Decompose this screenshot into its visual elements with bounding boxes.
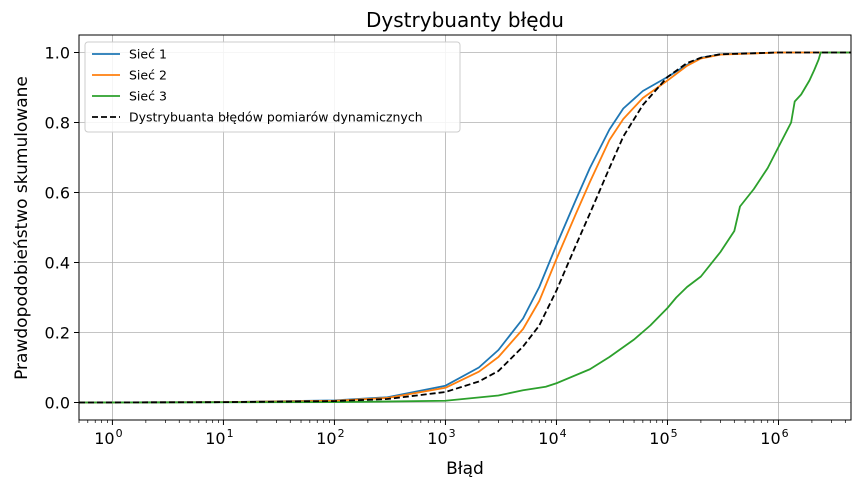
- legend-label: Sieć 2: [129, 68, 167, 83]
- x-tick-label: 106: [760, 427, 788, 448]
- legend-box: [84, 41, 461, 133]
- legend: Sieć 1 Sieć 2 Sieć 3 Dystrybuanta błędów po…: [84, 41, 461, 133]
- x-tick-label: 103: [427, 427, 455, 448]
- y-tick-label: 0.8: [45, 114, 70, 133]
- y-tick-label: 0.2: [45, 324, 70, 343]
- legend-label: Sieć 3: [129, 89, 167, 104]
- x-tick-label: 104: [538, 427, 566, 448]
- legend-label: Sieć 1: [129, 47, 167, 62]
- chart-title: Dystrybuanty błędu: [366, 8, 564, 32]
- legend-label: Dystrybuanta błędów pomiarów dynamicznyc…: [129, 110, 423, 125]
- x-tick-exponent: 3: [449, 427, 456, 440]
- x-axis-label: Błąd: [446, 459, 484, 479]
- x-tick-label: 102: [316, 427, 344, 448]
- x-tick-exponent: 2: [338, 427, 345, 440]
- series-group: [78, 51, 851, 404]
- y-tick-label: 1.0: [45, 44, 70, 63]
- x-tick-label: 105: [649, 427, 677, 448]
- y-axis-label: Prawdopodobieństwo skumulowane: [12, 76, 32, 380]
- series-line-3: [78, 51, 851, 404]
- y-tick-label: 0.6: [45, 184, 70, 203]
- x-tick-label: 100: [94, 427, 122, 448]
- x-tick-exponent: 0: [116, 427, 123, 440]
- plot-frame: [78, 34, 852, 421]
- y-axis-ticks: 0.0 0.2 0.4 0.6 0.8 1.0: [45, 44, 79, 413]
- x-tick-exponent: 6: [782, 427, 789, 440]
- x-axis-ticks: 100 101 102 103 104 105 106: [78, 420, 846, 448]
- x-tick-label: 101: [205, 427, 233, 448]
- x-tick-exponent: 5: [671, 427, 678, 440]
- x-tick-exponent: 1: [227, 427, 234, 440]
- series-line-2: [78, 51, 851, 404]
- x-tick-exponent: 4: [560, 427, 567, 440]
- series-line-4: [78, 51, 851, 404]
- y-tick-label: 0.4: [45, 254, 70, 273]
- y-tick-label: 0.0: [45, 394, 70, 413]
